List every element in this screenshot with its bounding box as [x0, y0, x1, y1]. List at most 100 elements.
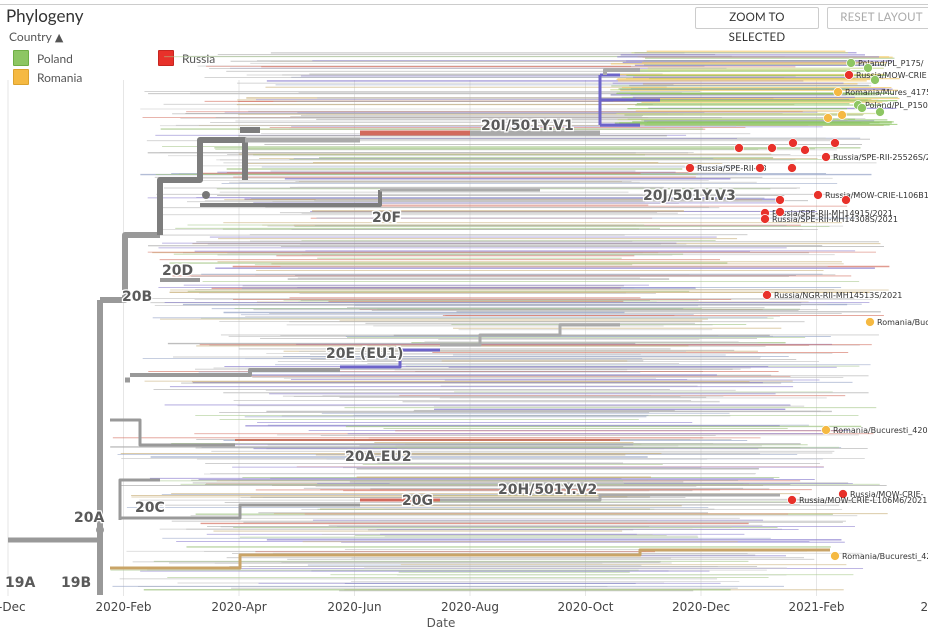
legend-swatch	[158, 50, 174, 66]
legend-swatch	[13, 50, 29, 66]
zoom-to-selected-button[interactable]: ZOOM TO SELECTED	[695, 7, 819, 44]
tip-marker	[833, 87, 843, 97]
legend-item-russia[interactable]: Russia	[158, 50, 215, 66]
panel-title: Phylogeny	[6, 5, 84, 26]
legend-label: Romania	[37, 69, 83, 85]
x-tick-label: 202	[921, 600, 928, 614]
tip-marker	[863, 63, 873, 73]
branch	[440, 323, 620, 347]
tip-marker	[838, 489, 848, 499]
branch	[200, 190, 382, 207]
x-tick-label: 2021-Feb	[788, 600, 844, 614]
tip-marker	[767, 143, 777, 153]
tip-marker	[844, 70, 854, 80]
tip-label: Romania/Bucuresti_4201	[833, 426, 928, 435]
tip-marker	[875, 107, 885, 117]
clade-label: 20J/501Y.V3	[643, 188, 736, 204]
legend-item-romania[interactable]: Romania	[13, 69, 82, 85]
tip-marker	[813, 190, 823, 200]
chevron-up-icon[interactable]: ▲	[54, 31, 64, 44]
branch	[110, 548, 830, 570]
tip-marker	[685, 163, 695, 173]
tip-label: Poland/PL_P150	[865, 101, 928, 110]
tip-label: Russia/SPE-RII-MH14308S/2021	[772, 215, 898, 224]
branch-20B	[100, 232, 160, 303]
backbone-branches	[8, 68, 830, 595]
branch	[130, 368, 340, 377]
clade-label: 20C	[135, 500, 165, 516]
branch	[598, 73, 660, 127]
tip-marker	[823, 113, 833, 123]
branch-20H	[440, 493, 780, 502]
reset-layout-button[interactable]: RESET LAYOUT	[827, 7, 928, 29]
tip-label: Romania/Mures_417523/202	[845, 88, 928, 97]
clade-label: 20A.EU2	[345, 449, 412, 465]
tip-marker	[775, 207, 785, 217]
tip-label: Romania/Bucuresti_42	[842, 552, 928, 561]
x-axis-label: Date	[427, 616, 456, 630]
clade-labels: 19A 19B 20A 20B 20C 20D 20E (EU1) 20F 20G 20A.EU2…	[4, 117, 737, 593]
x-tick-label: 2020-Dec	[672, 600, 730, 614]
tip-label: Russia/NGR-RII-MH14513S/2021	[774, 291, 902, 300]
node	[202, 191, 210, 199]
tip-marker	[821, 425, 831, 435]
clade-label: 20I/501Y.V1	[481, 118, 574, 134]
tip-label: Russia/SPE-RII-MH14915/2021	[772, 209, 893, 218]
tip-marker	[865, 317, 875, 327]
tip-marker	[788, 138, 798, 148]
tip-label: Romania/Bucur	[877, 318, 928, 327]
tip-marker	[841, 195, 851, 205]
tip-label: Russia/MOW-CRIE	[856, 71, 927, 80]
legend-title-label: Country	[9, 29, 52, 44]
tip-marker	[846, 58, 856, 68]
legend-swatch	[13, 69, 29, 85]
tip-marker	[787, 163, 797, 173]
tip-label: Poland/PL_P175/	[858, 59, 924, 68]
clade-label: 20G	[402, 493, 433, 509]
x-tick-label: 9-Dec	[0, 600, 26, 614]
branch	[603, 68, 640, 75]
clade-label: 20D	[162, 263, 193, 279]
tip-label: Russia/MOW-CRIE-L106M6/2021	[799, 496, 927, 505]
node-20A	[96, 526, 104, 534]
legend-label: Russia	[182, 50, 216, 66]
tip-marker	[857, 103, 867, 113]
tip-label: Russia/SPE-RII-25526S/2	[833, 153, 928, 162]
clade-label: 20A	[74, 510, 104, 526]
tip-marker	[870, 75, 880, 85]
branch	[110, 418, 235, 447]
branch-20E	[340, 348, 440, 369]
tip-marker	[837, 110, 847, 120]
x-tick-label: 2020-Feb	[95, 600, 151, 614]
tip-marker	[800, 145, 810, 155]
clade-label: 20F	[372, 210, 401, 226]
tip-marker	[830, 551, 840, 561]
tip-label: Russia/SPE-RII-13	[697, 164, 767, 173]
x-tick-label: 2020-Oct	[558, 600, 614, 614]
tip-marker	[755, 163, 765, 173]
tip-marker	[830, 138, 840, 148]
x-tick-label: 2020-Jun	[327, 600, 381, 614]
tip-marker	[762, 290, 772, 300]
branch-20D	[157, 137, 248, 235]
x-tick-label: 2020-Apr	[211, 600, 266, 614]
tip-marker	[821, 152, 831, 162]
x-tick-label: 2020-Aug	[441, 600, 499, 614]
legend-item-poland[interactable]: Poland	[13, 50, 73, 66]
clade-label: 20B	[122, 289, 152, 305]
branch-20C	[120, 503, 360, 520]
tip-marker	[734, 143, 744, 153]
grid-lines	[7, 80, 817, 596]
x-axis: 9-Dec 2020-Feb 2020-Apr 2020-Jun 2020-Aug 202…	[0, 600, 928, 630]
clade-label: 19B	[61, 575, 91, 591]
tip-label: Russia/MOW-CRIE-	[850, 490, 924, 499]
top-border	[0, 4, 928, 5]
legend-title[interactable]: Country ▲	[9, 29, 63, 44]
tip-label: Russia/MOW-CRIE-L106B1	[825, 191, 928, 200]
tip-marker	[775, 195, 785, 205]
branch	[118, 478, 160, 520]
tip-markers: Poland/PL_P175/Russia/MOW-CRIE Romania/Mu…	[685, 58, 928, 561]
tip-branches	[110, 50, 900, 592]
legend-label: Poland	[37, 50, 73, 66]
